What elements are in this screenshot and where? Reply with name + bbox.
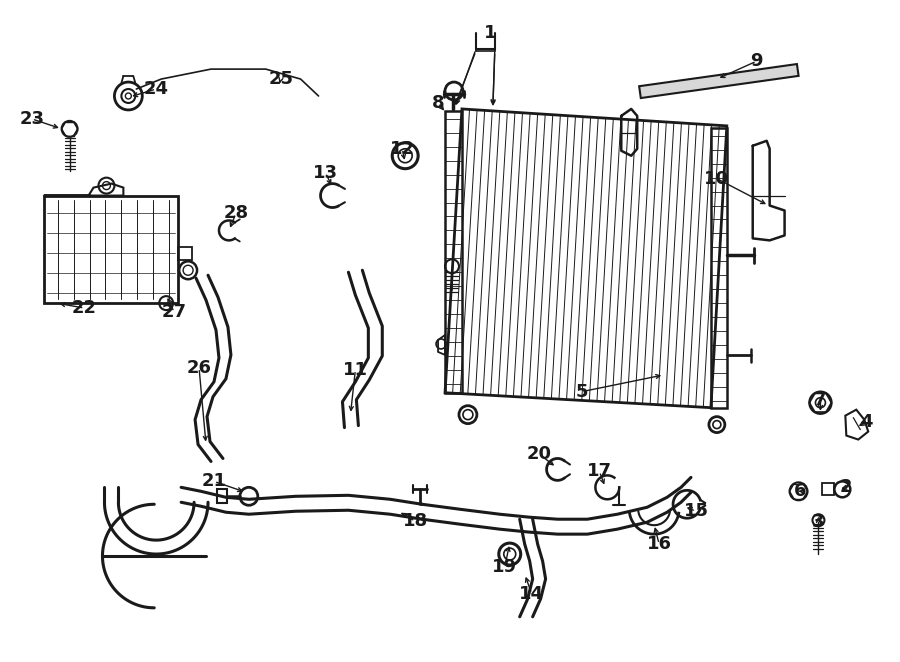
Text: 3: 3	[812, 513, 824, 531]
Polygon shape	[639, 64, 798, 98]
Text: 7: 7	[814, 391, 827, 408]
Text: 25: 25	[268, 70, 293, 88]
Text: 4: 4	[860, 412, 872, 430]
Text: 19: 19	[492, 558, 517, 576]
Text: 11: 11	[343, 361, 368, 379]
Text: 6: 6	[795, 483, 806, 500]
Text: 18: 18	[402, 512, 428, 530]
Text: 5: 5	[575, 383, 588, 401]
Text: 28: 28	[223, 205, 248, 222]
Text: 9: 9	[751, 52, 763, 70]
Text: 1: 1	[483, 24, 496, 42]
Text: 13: 13	[313, 164, 338, 181]
Text: 24: 24	[144, 80, 168, 98]
Text: 26: 26	[186, 359, 211, 377]
Text: 10: 10	[705, 169, 729, 187]
Text: 16: 16	[646, 535, 671, 553]
Text: 17: 17	[587, 463, 612, 481]
Text: 15: 15	[683, 502, 708, 520]
Text: 8: 8	[432, 94, 445, 112]
Text: 21: 21	[202, 473, 227, 491]
Text: 22: 22	[72, 299, 97, 317]
Text: 14: 14	[519, 585, 544, 603]
Text: 12: 12	[390, 140, 415, 158]
Text: 23: 23	[19, 110, 44, 128]
Text: 2: 2	[840, 479, 852, 496]
Text: 27: 27	[162, 303, 186, 321]
Text: 20: 20	[527, 446, 552, 463]
